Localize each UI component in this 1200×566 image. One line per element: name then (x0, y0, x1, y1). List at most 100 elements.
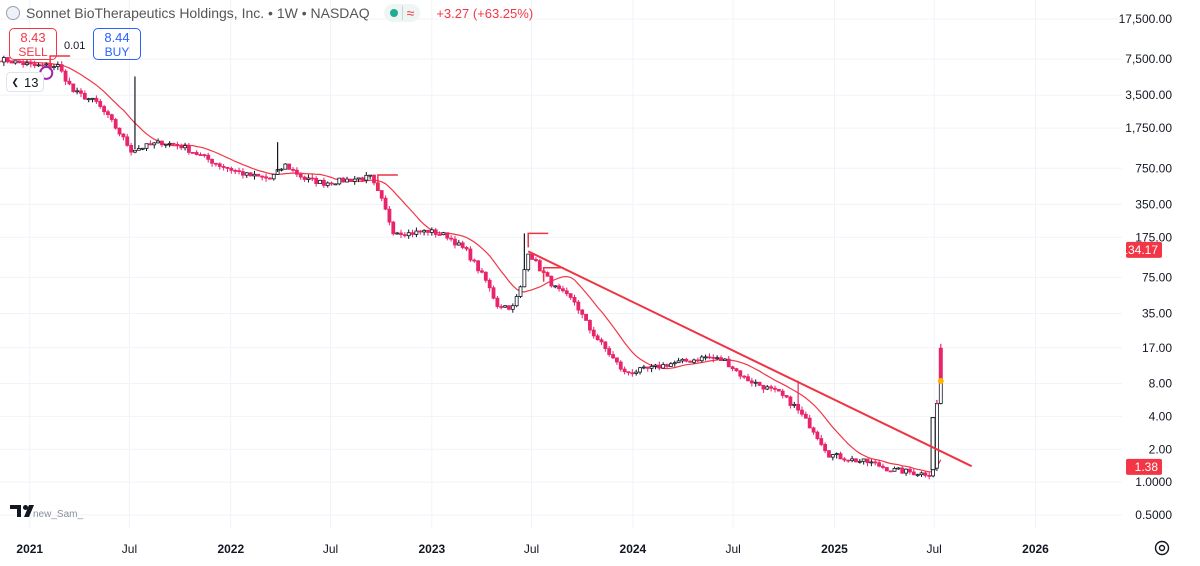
candle-body (55, 64, 60, 67)
candle-body (383, 197, 388, 210)
candle-body (603, 341, 608, 349)
candle-body (136, 148, 141, 151)
candle-body (352, 178, 357, 182)
candle-body (36, 64, 41, 67)
candle-body (179, 145, 184, 149)
price-label-text: 134.17 (1121, 243, 1158, 257)
candle-body (815, 431, 820, 439)
candle-body (237, 170, 241, 173)
candle-body (214, 162, 218, 165)
candle-body (460, 242, 465, 248)
candle-body (819, 438, 824, 445)
candle-body (638, 367, 642, 373)
x-tick-label: 2021 (16, 542, 43, 556)
candle-body (306, 177, 311, 180)
x-tick-label: 2022 (217, 542, 244, 556)
candle-body (256, 173, 261, 177)
candle-body (148, 143, 153, 146)
candle-body (915, 474, 920, 477)
annotations-layer (39, 55, 973, 468)
candle-body (618, 361, 623, 370)
price-label-box (1126, 458, 1162, 475)
candle-body (86, 98, 91, 101)
candle-body (807, 417, 812, 429)
candle-body (9, 61, 14, 64)
candle-body (94, 97, 99, 102)
candle-body (908, 468, 912, 473)
candle-body (221, 166, 226, 168)
candle-body (217, 163, 222, 167)
candle-body (580, 309, 585, 315)
candle-body (422, 229, 427, 233)
indicator-count: 13 (24, 74, 39, 90)
candle-body (869, 461, 874, 464)
candle-body (233, 169, 238, 172)
candle-body (742, 375, 747, 378)
candle-body (834, 453, 839, 456)
candle-body (487, 279, 492, 289)
candle-body (507, 305, 511, 310)
candle-body (803, 413, 808, 419)
candle-body (441, 232, 446, 236)
grid-layer (0, 0, 1122, 528)
settings-gear-icon[interactable] (1153, 539, 1171, 557)
candle-body (626, 371, 631, 374)
candle-body (838, 453, 843, 460)
candle-body (653, 364, 658, 367)
price-label-text: 1.38 (1135, 460, 1159, 474)
candle-body (503, 305, 507, 308)
candle-body (746, 376, 750, 382)
candle-body (572, 297, 577, 303)
buy-price: 8.44 (104, 30, 130, 45)
candle-body (294, 169, 299, 175)
candle-body (187, 145, 191, 153)
market-status-pill[interactable]: ≈ (383, 4, 421, 22)
candle-body (167, 142, 172, 145)
candle-body (480, 270, 484, 273)
candle-body (846, 459, 851, 462)
candle-body (372, 174, 376, 184)
candle-body (449, 237, 454, 240)
candle-body (719, 357, 723, 362)
candle-body (283, 163, 288, 170)
candle-body (911, 471, 916, 476)
candle-body (171, 142, 176, 145)
candle-body (873, 461, 878, 464)
candle-body (21, 62, 26, 65)
candle-body (445, 232, 450, 239)
y-tick-label: 75.00 (1142, 270, 1172, 284)
candle-body (341, 177, 346, 183)
candle-body (672, 362, 677, 365)
symbol-title[interactable]: Sonnet BioTherapeutics Holdings, Inc. • … (26, 5, 370, 21)
candle-body (418, 230, 423, 233)
candle-body (271, 173, 276, 180)
buy-button[interactable]: 8.44 BUY (93, 28, 141, 60)
candle-body (129, 144, 133, 153)
indicator-toggle[interactable]: ❮ 13 (6, 72, 44, 92)
candle-body (1, 57, 6, 63)
candle-body (476, 260, 481, 272)
candle-body (144, 143, 149, 149)
candle-body (688, 360, 693, 363)
candle-body (850, 458, 855, 462)
candle-body (113, 119, 118, 129)
breakout-candle-body (930, 417, 936, 471)
candle-body (595, 335, 600, 341)
candle-body (900, 467, 905, 474)
candle-body (792, 403, 797, 406)
y-tick-label: 35.00 (1142, 307, 1172, 321)
sell-button[interactable]: 8.43 SELL (9, 28, 57, 60)
candle-body (314, 177, 319, 184)
candle-body (52, 66, 56, 68)
author-watermark: new_Sam_ (33, 509, 84, 520)
candle-body (881, 465, 885, 468)
candle-body (160, 140, 164, 146)
candle-body (368, 174, 373, 177)
candle-body (302, 176, 307, 180)
candle-body (426, 229, 430, 233)
candle-body (71, 83, 76, 92)
price-label-box (1126, 241, 1162, 258)
candle-body (364, 174, 369, 181)
candle-body (923, 472, 928, 476)
